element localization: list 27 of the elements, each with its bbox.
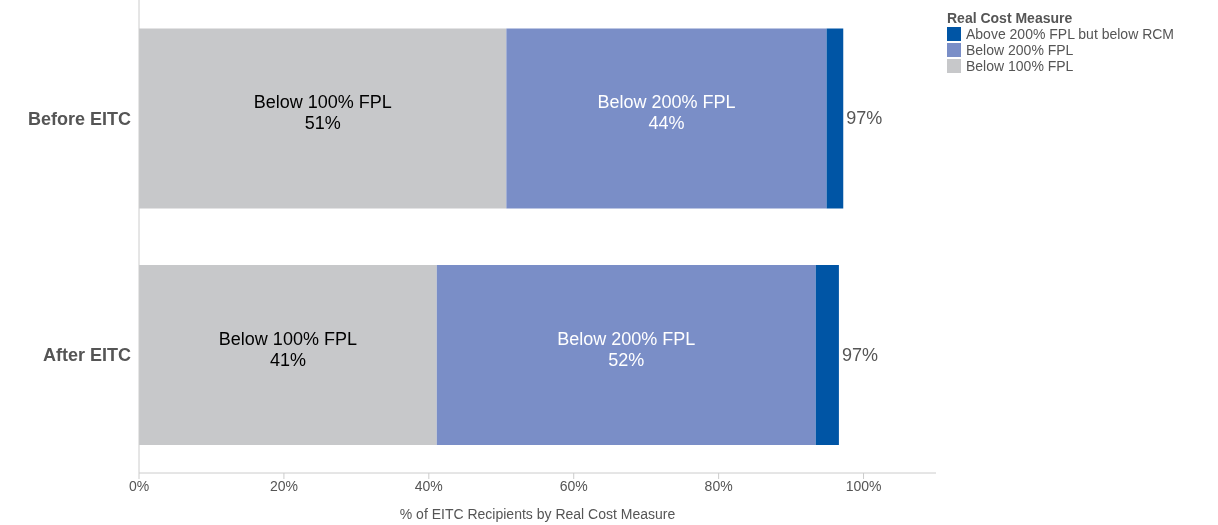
bar xyxy=(506,28,827,209)
x-tick-label: 60% xyxy=(559,477,588,494)
text: Below 200% FPL xyxy=(597,92,736,113)
x-tick-label: 20% xyxy=(269,477,298,494)
text: Below 100% FPL xyxy=(218,328,357,349)
x-tick-label: 100% xyxy=(845,477,882,494)
x-axis-title: % of EITC Recipients by Real Cost Measure xyxy=(399,506,676,522)
x-tick-label: 40% xyxy=(414,477,443,494)
bar xyxy=(826,28,844,209)
total-label: 97% xyxy=(846,108,883,129)
total-label: 97% xyxy=(841,344,878,365)
text: Below 100% FPL xyxy=(253,92,392,113)
legend-title: Real Cost Measure xyxy=(947,10,1074,26)
data-label: 44% xyxy=(648,113,685,134)
data-label: 41% xyxy=(269,349,306,370)
data-label: 52% xyxy=(608,349,645,370)
bar xyxy=(815,264,839,445)
x-tick-label: 80% xyxy=(704,477,733,494)
x-tick-label: 0% xyxy=(128,477,150,494)
data-label: 51% xyxy=(304,113,341,134)
y-tick-label: After EITC xyxy=(42,345,131,366)
legend-label: Below 100% FPL xyxy=(966,58,1074,74)
y-tick-label: Before EITC xyxy=(27,108,131,129)
text: Below 200% FPL xyxy=(557,328,696,349)
bar xyxy=(436,264,816,445)
legend-label: Below 200% FPL xyxy=(966,42,1074,58)
legend-label: Above 200% FPL but below RCM xyxy=(966,26,1175,42)
